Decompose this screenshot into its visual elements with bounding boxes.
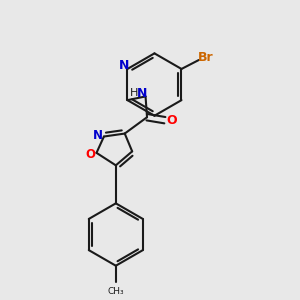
Text: N: N xyxy=(119,59,129,72)
Text: CH₃: CH₃ xyxy=(107,287,124,296)
Text: O: O xyxy=(166,114,177,127)
Text: H: H xyxy=(130,88,138,98)
Text: O: O xyxy=(85,148,95,161)
Text: N: N xyxy=(92,128,102,142)
Text: N: N xyxy=(137,87,147,100)
Text: Br: Br xyxy=(197,51,213,64)
